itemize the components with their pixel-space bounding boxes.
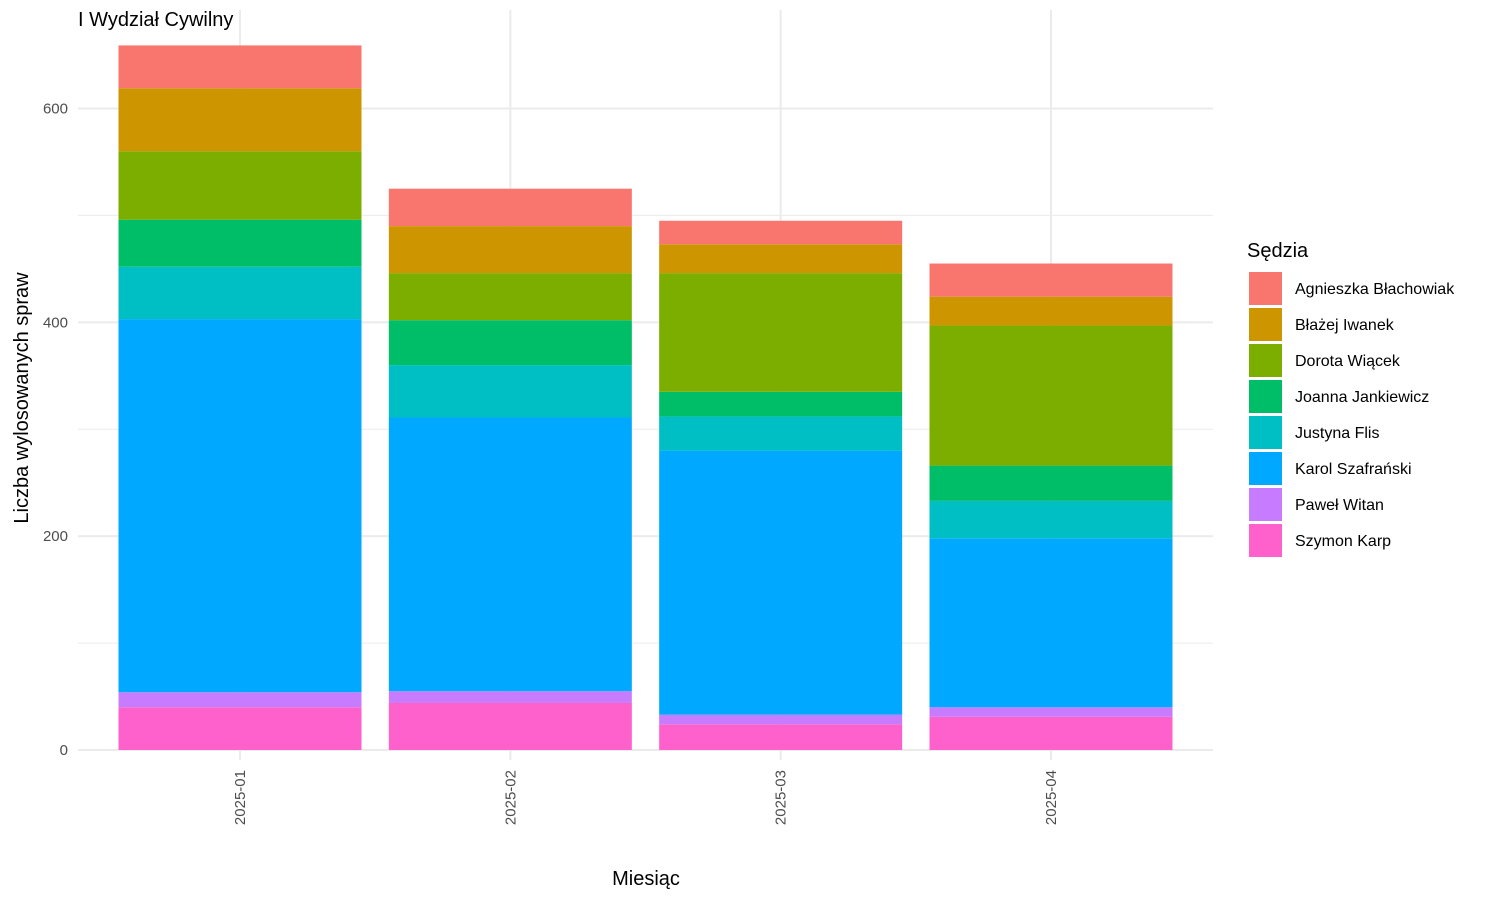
y-tick-label: 0 [60, 742, 68, 759]
legend-label: Joanna Jankiewicz [1295, 389, 1429, 406]
bar-segment: Agnieszka Błachowiak: 22 [659, 220, 903, 245]
y-tick-label: 200 [43, 528, 68, 545]
legend-label: Dorota Wiącek [1295, 353, 1401, 370]
x-tick-label: 2025-02 [502, 770, 519, 825]
legend-label: Justyna Flis [1295, 425, 1379, 442]
bar-segment: Błażej Iwanek: 59 [118, 88, 362, 152]
y-tick-label: 600 [43, 101, 68, 118]
legend-label: Paweł Witan [1295, 497, 1384, 514]
bar-segment: Justyna Flis: 49 [118, 266, 362, 320]
bar-segment: Błażej Iwanek: 44 [388, 226, 632, 274]
x-tick-label: 2025-01 [232, 770, 249, 825]
bar-segment: Joanna Jankiewicz: 44 [118, 219, 362, 267]
bar-segment: Justyna Flis: 35 [929, 500, 1173, 539]
legend-swatch [1249, 416, 1282, 449]
x-axis: 2025-01 2025-02 2025-03 2025-04 [232, 770, 1060, 825]
bar-segment: Paweł Witan: 11 [388, 691, 632, 703]
legend-swatch [1249, 308, 1282, 341]
y-axis: 0 200 400 600 [43, 101, 68, 760]
legend-swatch [1249, 524, 1282, 557]
bar-segment: Agnieszka Błachowiak: 31 [929, 263, 1173, 297]
bar-segment: Błażej Iwanek: 27 [659, 244, 903, 274]
legend-label: Agnieszka Błachowiak [1295, 281, 1455, 298]
bar-segment: Dorota Wiącek: 44 [388, 273, 632, 321]
y-tick-label: 400 [43, 314, 68, 331]
legend-swatch [1249, 452, 1282, 485]
bar-segment: Joanna Jankiewicz: 23 [659, 391, 903, 417]
x-tick-label: 2025-04 [1043, 770, 1060, 825]
bar-segment: Karol Szafrański: 158 [929, 538, 1173, 708]
legend-swatch [1249, 488, 1282, 521]
bar-segment: Paweł Witan: 9 [659, 714, 903, 725]
bar-segment: Agnieszka Błachowiak: 35 [388, 188, 632, 227]
legend-title: Sędzia [1247, 240, 1309, 262]
bar-segment: Karol Szafrański: 349 [118, 319, 362, 693]
legend-label: Szymon Karp [1295, 533, 1391, 550]
bar-segment: Szymon Karp: 24 [659, 724, 903, 750]
bar-segment: Joanna Jankiewicz: 33 [929, 465, 1173, 501]
bar-segment: Dorota Wiącek: 111 [659, 273, 903, 392]
bar-segment: Justyna Flis: 49 [388, 365, 632, 418]
bar-segment: Paweł Witan: 14 [118, 692, 362, 708]
bar-segment: Joanna Jankiewicz: 42 [388, 320, 632, 366]
legend-swatch [1249, 380, 1282, 413]
x-axis-title: Miesiąc [612, 868, 680, 890]
bar-segment: Paweł Witan: 9 [929, 707, 1173, 717]
bar-segment: Justyna Flis: 32 [659, 416, 903, 451]
bar-segment: Błażej Iwanek: 27 [929, 296, 1173, 326]
bar-segment: Karol Szafrański: 247 [659, 450, 903, 715]
legend-label: Karol Szafrański [1295, 461, 1412, 478]
legend-swatch [1249, 272, 1282, 305]
legend: Sędzia Agnieszka Błachowiak Błażej Iwanek… [1247, 240, 1455, 557]
bar-segment: Dorota Wiącek: 64 [118, 151, 362, 220]
x-tick-label: 2025-03 [773, 770, 790, 825]
legend-swatch [1249, 344, 1282, 377]
bar-segment: Karol Szafrański: 256 [388, 417, 632, 692]
legend-label: Błażej Iwanek [1295, 317, 1395, 334]
bar-segment: Szymon Karp: 44 [388, 702, 632, 750]
bars: Szymon Karp: 40Paweł Witan: 14Karol Szaf… [118, 45, 1173, 750]
bar-segment: Agnieszka Błachowiak: 40 [118, 45, 362, 89]
bar-segment: Szymon Karp: 31 [929, 716, 1173, 750]
bar-segment: Szymon Karp: 40 [118, 707, 362, 750]
chart-title: I Wydział Cywilny [78, 9, 233, 31]
y-axis-title: Liczba wylosowanych spraw [11, 272, 33, 524]
bar-segment: Dorota Wiącek: 131 [929, 325, 1173, 466]
